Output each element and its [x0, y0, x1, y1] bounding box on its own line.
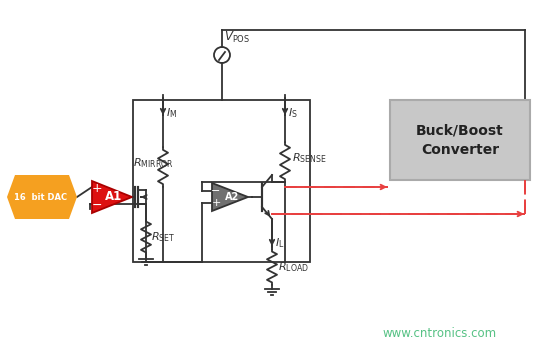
- Text: www.cntronics.com: www.cntronics.com: [383, 327, 497, 340]
- Bar: [390, 100, 530, 180]
- Text: $I_{\rm M}$: $I_{\rm M}$: [166, 106, 177, 120]
- Text: A2: A2: [225, 192, 239, 202]
- Text: −: −: [92, 199, 102, 212]
- Text: $R_{\rm MIRROR}$: $R_{\rm MIRROR}$: [133, 156, 174, 170]
- Text: $I_{\rm L}$: $I_{\rm L}$: [275, 236, 284, 250]
- Text: $V_{\rm POS}$: $V_{\rm POS}$: [224, 30, 250, 45]
- Text: $R_{\rm LOAD}$: $R_{\rm LOAD}$: [278, 260, 309, 274]
- Polygon shape: [212, 183, 248, 211]
- Text: +: +: [211, 198, 221, 208]
- Bar: [133, 100, 310, 262]
- Text: A1: A1: [106, 190, 123, 203]
- Text: $R_{\rm SET}$: $R_{\rm SET}$: [151, 230, 175, 244]
- Text: +: +: [92, 182, 102, 195]
- Text: Buck/Boost
Converter: Buck/Boost Converter: [416, 123, 504, 157]
- Polygon shape: [7, 175, 77, 219]
- Polygon shape: [92, 181, 132, 213]
- Text: −: −: [211, 186, 221, 196]
- Text: 16  bit DAC: 16 bit DAC: [14, 193, 68, 201]
- Text: $I_{\rm S}$: $I_{\rm S}$: [288, 106, 298, 120]
- Text: $R_{\rm SENSE}$: $R_{\rm SENSE}$: [292, 151, 327, 165]
